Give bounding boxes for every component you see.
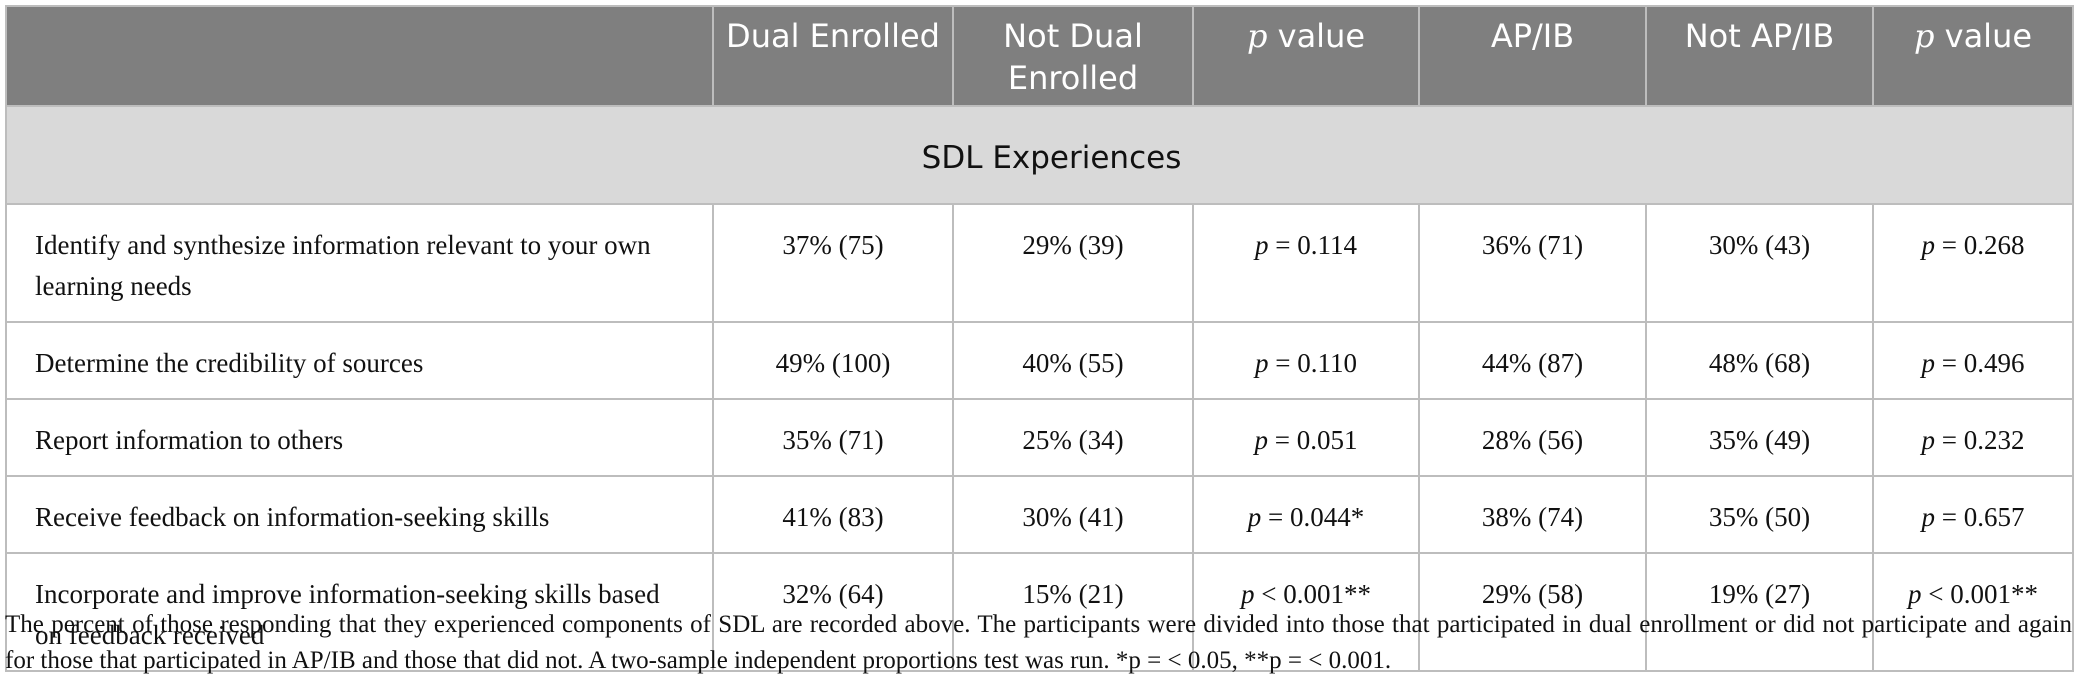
p-symbol: p	[1255, 348, 1269, 378]
cell-p2: p = 0.268	[1872, 203, 2074, 323]
p-value: = 0.114	[1268, 230, 1357, 260]
header-ap-ib: AP/IB	[1418, 5, 1647, 107]
p-value: < 0.001**	[1254, 579, 1371, 609]
cell-p1: p = 0.114	[1192, 203, 1420, 323]
header-p-value-1: p value	[1192, 5, 1420, 107]
results-table-container: Dual Enrolled Not Dual Enrolled p value …	[5, 5, 2074, 672]
cell-not-dual: 25% (34)	[952, 398, 1194, 477]
row-label: Receive feedback on information-seeking …	[5, 475, 714, 554]
cell-apib: 29% (58)	[1418, 552, 1647, 672]
header-not-ap-ib: Not AP/IB	[1645, 5, 1874, 107]
row-label: Determine the credibility of sources	[5, 321, 714, 400]
p-symbol: p	[1908, 579, 1922, 609]
p-value: = 0.496	[1935, 348, 2025, 378]
p-symbol: p	[1247, 502, 1262, 532]
p-value: = 0.268	[1935, 230, 2025, 260]
header-p-value-text: value	[1934, 17, 2033, 55]
table-row: Receive feedback on information-seeking …	[5, 475, 2074, 554]
cell-apib: 38% (74)	[1418, 475, 1647, 554]
sdl-results-table: Dual Enrolled Not Dual Enrolled p value …	[5, 5, 2074, 672]
cell-not-dual: 15% (21)	[952, 552, 1194, 672]
section-row: SDL Experiences	[5, 105, 2074, 205]
cell-dual: 41% (83)	[712, 475, 954, 554]
p-symbol: p	[1255, 230, 1269, 260]
cell-dual: 37% (75)	[712, 203, 954, 323]
p-symbol: p	[1921, 348, 1936, 378]
cell-dual: 35% (71)	[712, 398, 954, 477]
table-row: Report information to others 35% (71) 25…	[5, 398, 2074, 477]
p-value: = 0.051	[1268, 425, 1358, 455]
cell-p1: p < 0.001**	[1192, 552, 1420, 672]
header-not-dual-enrolled: Not Dual Enrolled	[952, 5, 1194, 107]
cell-not-apib: 35% (49)	[1645, 398, 1874, 477]
row-label: Report information to others	[5, 398, 714, 477]
cell-not-apib: 35% (50)	[1645, 475, 1874, 554]
p-value: = 0.657	[1935, 502, 2025, 532]
p-symbol: p	[1921, 230, 1936, 260]
header-p-value-2: p value	[1872, 5, 2074, 107]
cell-not-apib: 30% (43)	[1645, 203, 1874, 323]
cell-p1: p = 0.051	[1192, 398, 1420, 477]
p-symbol: p	[1241, 579, 1255, 609]
p-symbol: p	[1921, 425, 1936, 455]
cell-p1: p = 0.044*	[1192, 475, 1420, 554]
cell-p2: p = 0.496	[1872, 321, 2074, 400]
p-value: = 0.044*	[1261, 502, 1365, 532]
cell-dual: 49% (100)	[712, 321, 954, 400]
cell-apib: 28% (56)	[1418, 398, 1647, 477]
cell-p2: p = 0.657	[1872, 475, 2074, 554]
row-label: Identify and synthesize information rele…	[5, 203, 714, 323]
p-symbol: p	[1254, 425, 1269, 455]
table-row: Identify and synthesize information rele…	[5, 203, 2074, 323]
row-label: Incorporate and improve information-seek…	[5, 552, 714, 672]
table-row: Determine the credibility of sources 49%…	[5, 321, 2074, 400]
p-value: = 0.110	[1268, 348, 1357, 378]
header-row: Dual Enrolled Not Dual Enrolled p value …	[5, 5, 2074, 107]
cell-not-dual: 30% (41)	[952, 475, 1194, 554]
p-value: < 0.001**	[1921, 579, 2038, 609]
section-label: SDL Experiences	[5, 105, 2074, 205]
header-p-symbol: p	[1246, 17, 1268, 55]
cell-apib: 44% (87)	[1418, 321, 1647, 400]
cell-p1: p = 0.110	[1192, 321, 1420, 400]
cell-p2: p = 0.232	[1872, 398, 2074, 477]
cell-not-apib: 48% (68)	[1645, 321, 1874, 400]
table-footnote: The percent of those responding that the…	[5, 611, 2072, 674]
table-row: Incorporate and improve information-seek…	[5, 552, 2074, 672]
p-symbol: p	[1921, 502, 1936, 532]
header-empty	[5, 5, 714, 107]
header-dual-enrolled: Dual Enrolled	[712, 5, 954, 107]
cell-not-dual: 29% (39)	[952, 203, 1194, 323]
cell-not-apib: 19% (27)	[1645, 552, 1874, 672]
cell-apib: 36% (71)	[1418, 203, 1647, 323]
p-value: = 0.232	[1935, 425, 2025, 455]
header-p-symbol: p	[1913, 17, 1935, 55]
header-p-value-text: value	[1267, 17, 1366, 55]
cell-not-dual: 40% (55)	[952, 321, 1194, 400]
